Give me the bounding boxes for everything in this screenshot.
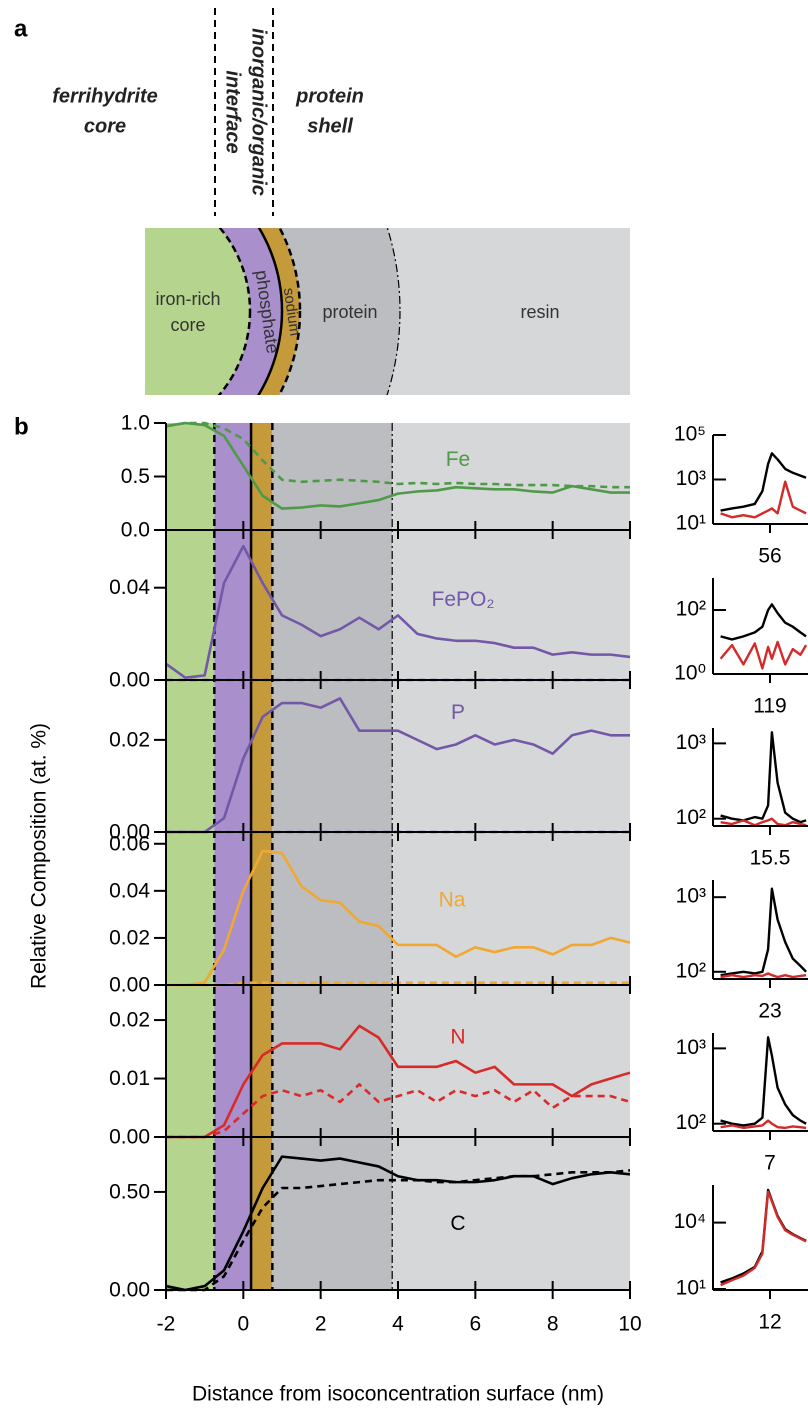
data-line (166, 1169, 631, 1292)
x-axis-label: Distance from isoconcentration surface (… (192, 1383, 604, 1406)
series-label: P (451, 701, 465, 724)
y-tick-label: 0.00 (109, 669, 150, 692)
y-tick-label: 10⁴ (674, 1210, 706, 1233)
data-line (166, 1083, 631, 1139)
y-axis-label: Relative Composition (at. %) (28, 723, 51, 989)
x-tick-label: 56 (758, 545, 781, 568)
y-tick-label: 10² (676, 806, 706, 829)
y-tick-label: 10¹ (676, 512, 706, 535)
x-tick-label: 119 (753, 695, 786, 718)
core-region (145, 228, 252, 395)
spectrum-line (720, 817, 807, 827)
y-tick-label: 10³ (676, 1036, 706, 1059)
y-tick-label: 10² (676, 959, 706, 982)
x-tick-label: 12 (758, 1311, 781, 1334)
spectrum-line (720, 1036, 807, 1127)
x-tick-label: 10 (618, 1313, 641, 1336)
region-shade (251, 423, 273, 1290)
y-tick-label: 0.02 (109, 926, 150, 949)
y-tick-label: 0.02 (109, 1009, 150, 1032)
schematic-label: sodium (280, 287, 304, 337)
y-tick-label: 0.0 (121, 519, 150, 542)
y-tick-label: 0.01 (109, 1067, 150, 1090)
schematic (145, 228, 630, 395)
data-line (166, 697, 630, 834)
data-line (165, 421, 630, 510)
x-tick-label: 4 (392, 1313, 404, 1336)
series-label: N (450, 1026, 465, 1049)
y-tick-label: 0.00 (109, 1126, 150, 1149)
x-tick-label: 15.5 (750, 847, 791, 870)
y-tick-label: 10⁰ (674, 662, 706, 685)
series-label: Na (439, 888, 466, 911)
series-label: C (450, 1212, 465, 1235)
y-tick-label: 0.04 (109, 576, 150, 599)
region-header: core (84, 115, 126, 137)
schematic-label: iron-rich (155, 289, 220, 309)
panel-label: b (14, 413, 29, 440)
x-tick-label: 0 (237, 1313, 249, 1336)
spectrum-line (720, 452, 807, 512)
plots: 0.00.51.0Fe0.000.04FePO₂0.000.02P0.000.0… (109, 412, 808, 1336)
series-label: FePO₂ (432, 588, 495, 611)
data-line (165, 544, 631, 679)
data-line (166, 1024, 631, 1139)
series-label: Fe (446, 448, 471, 471)
y-tick-label: 0.02 (109, 728, 150, 751)
x-tick-label: 6 (469, 1313, 481, 1336)
spectrum-line (720, 972, 807, 979)
data-line (165, 1155, 631, 1292)
y-tick-label: 10³ (676, 731, 706, 754)
spectrum-line (720, 480, 807, 519)
region-shade (392, 423, 630, 1290)
region-shade (272, 423, 393, 1290)
y-tick-label: 10² (676, 598, 706, 621)
data-line (166, 849, 631, 987)
region-header: protein (295, 85, 364, 107)
x-tick-label: 7 (764, 1152, 776, 1175)
y-tick-label: 0.00 (109, 821, 150, 844)
x-tick-label: 23 (758, 1000, 781, 1023)
y-tick-label: 0.50 (109, 1180, 150, 1203)
x-tick-label: 2 (315, 1313, 327, 1336)
y-tick-label: 10⁵ (674, 423, 706, 446)
y-tick-label: 0.5 (121, 465, 150, 488)
data-line (165, 421, 630, 489)
region-header: shell (307, 115, 353, 137)
x-tick-label: -2 (157, 1313, 176, 1336)
region-header: interface (222, 70, 244, 153)
y-tick-label: 10² (676, 1111, 706, 1134)
y-tick-label: 0.06 (109, 832, 150, 855)
panel-label: a (14, 15, 28, 42)
y-tick-label: 0.04 (109, 879, 150, 902)
region-header: inorganic/organic (248, 28, 270, 196)
y-tick-label: 1.0 (121, 412, 150, 435)
region-shade (166, 423, 215, 1290)
y-tick-label: 10³ (676, 885, 706, 908)
spectrum-line (720, 1190, 807, 1287)
y-tick-label: 10¹ (676, 1277, 706, 1300)
spectrum-line (720, 887, 807, 977)
spectrum-line (720, 603, 807, 641)
region-header: ferrihydrite (52, 85, 158, 107)
spectrum-line (720, 731, 807, 824)
y-tick-label: 10³ (676, 467, 706, 490)
schematic-label: core (170, 315, 205, 335)
y-tick-label: 0.00 (109, 1279, 150, 1302)
schematic-label: protein (322, 302, 377, 322)
x-tick-label: 8 (547, 1313, 559, 1336)
spectrum-line (720, 1119, 807, 1130)
schematic-label: resin (520, 302, 559, 322)
spectrum-line (719, 640, 808, 670)
y-tick-label: 0.00 (109, 974, 150, 997)
